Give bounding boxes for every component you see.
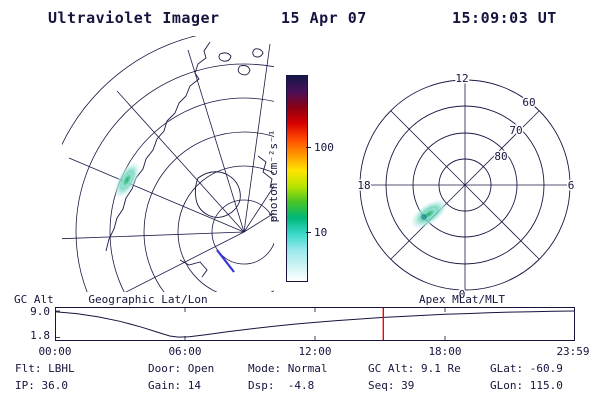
colorbar-label-10: 10 (314, 226, 328, 239)
lat-grid-arc (109, 97, 274, 292)
status-glat: GLat: -60.9 (490, 362, 563, 375)
lon-grid-line (125, 231, 245, 292)
status-door: Door: Open (148, 362, 215, 375)
lat-grid-arc (143, 131, 274, 292)
lon-grid-line (243, 43, 271, 233)
aurora-patch-geo (114, 162, 140, 198)
coastline-island (237, 65, 251, 76)
status-dsp: Dsp: -4.8 (248, 379, 315, 392)
lon-grid-line (187, 49, 245, 233)
gcalt-plot (55, 307, 575, 341)
gcalt-ytick-bot: 1.8 (30, 329, 50, 342)
geographic-map-panel (62, 36, 274, 292)
colorbar-label-100: 100 (314, 141, 334, 154)
instrument-title: Ultraviolet Imager (48, 9, 220, 27)
coastline-segment (257, 155, 273, 189)
mlt-label-6: 6 (568, 179, 575, 192)
mlt-spoke (464, 110, 540, 186)
apex-mlt-panel: 12 18 6 0 60 70 80 (356, 71, 576, 301)
lat-grid-arc (177, 165, 274, 292)
xtick-0600: 06:00 (168, 345, 202, 358)
date-label: 15 Apr 07 (281, 9, 367, 27)
coastlines (105, 41, 273, 278)
colorbar-tick-100 (306, 147, 311, 148)
xtick-1800: 18:00 (428, 345, 462, 358)
lon-grid-line (116, 90, 245, 233)
lat-grid-arc (211, 199, 274, 265)
mlt-label-18: 18 (357, 179, 370, 192)
gcalt-ytick-top: 9.0 (30, 305, 50, 318)
aurora-patch-mlt (410, 199, 448, 229)
mlt-label-0: 0 (459, 288, 466, 300)
lon-grid-line (243, 212, 274, 233)
status-glon: GLon: 115.0 (490, 379, 563, 392)
mlat-label-80: 80 (494, 150, 507, 163)
status-ip: IP: 36.0 (15, 379, 68, 392)
mlt-spoke (464, 184, 540, 260)
xtick-0000: 00:00 (38, 345, 72, 358)
status-flt: Flt: LBHL (15, 362, 75, 375)
status-mode: Mode: Normal (248, 362, 328, 375)
status-gcalt: GC Alt: 9.1 Re (368, 362, 461, 375)
mlt-spoke (390, 110, 466, 186)
coastline-island (218, 52, 232, 62)
coastline-continent (194, 171, 241, 218)
right-panel-title: Apex MLat/MLT (418, 293, 506, 306)
mlt-spokes (360, 80, 570, 290)
colorbar-tick-10 (306, 232, 311, 233)
time-label: 15:09:03 UT (452, 9, 557, 27)
mlt-label-12: 12 (455, 72, 468, 85)
lon-grid-line (243, 185, 274, 233)
coastline-segment (179, 259, 208, 278)
lat-grid-arc (75, 63, 274, 292)
lon-grid-line (68, 157, 245, 233)
aurora-dark-spot (421, 214, 427, 220)
xtick-1200: 12:00 (298, 345, 332, 358)
coastline-island (252, 48, 264, 58)
gcalt-curve (55, 310, 575, 338)
status-seq: Seq: 39 (368, 379, 415, 392)
coastline-west (105, 41, 211, 252)
xtick-2359: 23:59 (556, 345, 590, 358)
aurora-core (120, 171, 134, 189)
mlat-label-70: 70 (509, 124, 522, 137)
lon-grid-line (62, 231, 245, 240)
colorbar-unit-label: photon cm⁻²s⁻¹ (267, 129, 280, 223)
gcalt-axis-title: GC Alt (14, 293, 54, 306)
colorbar-gradient (286, 75, 308, 282)
spacecraft-track (216, 249, 235, 273)
mlat-label-60: 60 (522, 96, 535, 109)
left-panel-title: Geographic Lat/Lon (88, 293, 208, 306)
status-gain: Gain: 14 (148, 379, 201, 392)
